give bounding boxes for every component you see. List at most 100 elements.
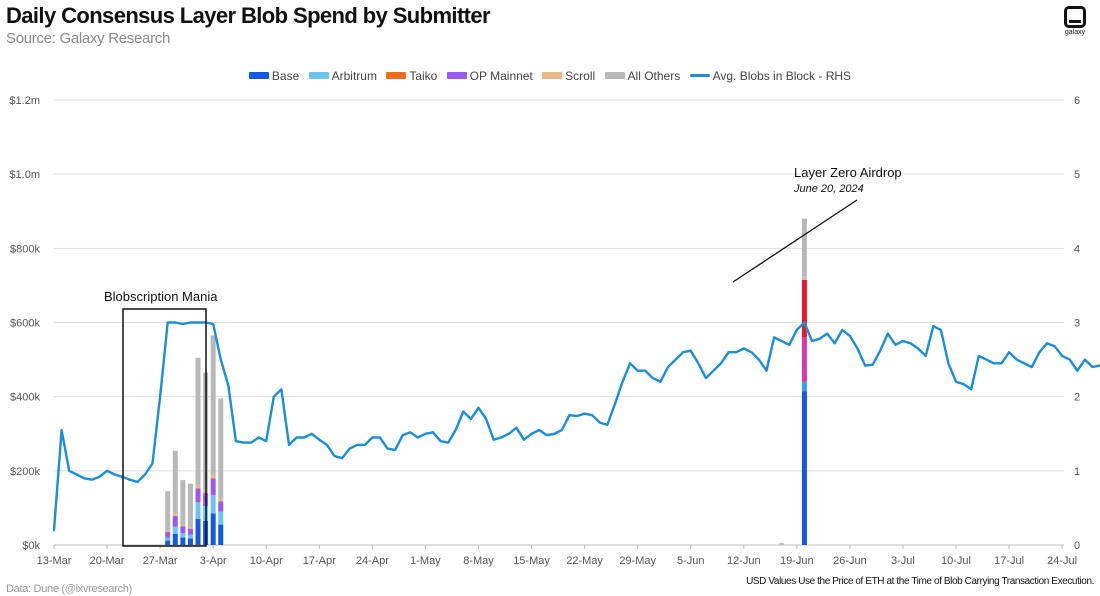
legend-label: Scroll [565, 69, 596, 83]
bar-segment [801, 276, 807, 280]
legend-label: OP Mainnet [469, 69, 533, 83]
legend-label: Base [271, 69, 300, 83]
x-tick-label: 13-Mar [37, 555, 72, 567]
x-tick-label: 10-Apr [250, 555, 283, 567]
x-tick-label: 27-Mar [143, 555, 178, 567]
bar-segment [195, 484, 201, 489]
x-tick-label: 8-May [463, 555, 494, 567]
y-left-tick-label: $0k [22, 540, 40, 552]
bar-segment [172, 450, 178, 514]
bar-segment [801, 218, 807, 277]
bar-segment [180, 480, 186, 525]
x-tick-label: 24-Jul [1047, 555, 1077, 567]
bar-segment [210, 513, 216, 545]
y-axis-right: 0 1 2 3 4 5 6 [1074, 95, 1080, 552]
legend-label: Taiko [409, 69, 438, 83]
x-tick-label: 29-May [619, 555, 656, 567]
legend-swatch [248, 72, 269, 79]
y-right-tick-label: 2 [1074, 392, 1080, 404]
galaxy-logo-text: galaxy [1064, 29, 1086, 36]
bar-segment [210, 478, 216, 495]
bar-segment [187, 534, 193, 539]
y-right-tick-label: 4 [1074, 243, 1080, 255]
y-left-tick-label: $800k [10, 243, 40, 255]
data-source-note: Data: Dune (@lxvresearch) [6, 583, 132, 595]
legend-item-scroll: Scroll [542, 69, 595, 83]
x-tick-label: 5-Jun [677, 555, 705, 567]
bar-segment [187, 538, 193, 545]
chart-title: Daily Consensus Layer Blob Spend by Subm… [6, 3, 491, 28]
galaxy-logo-icon [1064, 6, 1086, 28]
mania-box [122, 308, 207, 547]
legend-swatch [308, 72, 329, 79]
x-tick-label: 24-Apr [356, 555, 389, 567]
legend-swatch [604, 72, 625, 79]
x-tick-label: 17-Jul [994, 555, 1024, 567]
legend-item-all-others: All Others [604, 69, 681, 83]
bar-segment [180, 524, 186, 527]
bar-segment [195, 519, 201, 545]
bar-segment [195, 357, 201, 485]
bar-segment [210, 335, 216, 475]
chart-legend: Base Arbitrum Taiko OP Mainnet Scroll Al… [0, 69, 1100, 83]
bar-segment [210, 474, 216, 479]
y-right-tick-label: 5 [1074, 169, 1080, 181]
y-left-tick-label: $600k [10, 318, 40, 330]
bar-segment [801, 381, 807, 392]
mania-label: Blobscription Mania [104, 289, 218, 304]
y-right-tick-label: 1 [1074, 466, 1080, 478]
bar-segment [195, 488, 201, 503]
bar-segment [218, 498, 224, 502]
bar-segment [165, 532, 171, 538]
x-tick-label: 12-Jun [727, 555, 761, 567]
y-right-tick-label: 6 [1074, 95, 1080, 107]
y-left-tick-label: $400k [10, 392, 40, 404]
galaxy-logo: galaxy [1062, 6, 1088, 36]
x-tick-label: 26-Jun [833, 555, 867, 567]
legend-label: All Others [627, 69, 681, 83]
x-tick-label: 19-Jun [780, 555, 814, 567]
bar-segment [210, 494, 216, 514]
bar-segment [172, 533, 178, 545]
x-tick-label: 3-Apr [200, 555, 227, 567]
bar-segment [801, 391, 807, 545]
legend-item-op-mainnet: OP Mainnet [446, 69, 533, 83]
methodology-note: USD Values Use the Price of ETH at the T… [746, 576, 1094, 587]
bar-segment [180, 526, 186, 534]
y-left-tick-label: $1.0m [9, 169, 40, 181]
bar-segment [801, 279, 807, 338]
bars [165, 218, 807, 545]
line-series [52, 321, 1100, 532]
bar-segment [218, 511, 224, 525]
y-right-tick-label: 0 [1074, 540, 1080, 552]
x-tick-label: 3-Jul [891, 555, 915, 567]
y-left-tick-label: $1.2m [9, 95, 40, 107]
bar-segment [165, 540, 171, 545]
x-tick-label: 15-May [513, 555, 550, 567]
bar-segment [165, 491, 171, 531]
y-left-tick-label: $200k [10, 466, 40, 478]
x-tick-label: 17-Apr [303, 555, 336, 567]
bar-segment [180, 537, 186, 545]
bar-segment [779, 543, 785, 545]
x-axis: 13-Mar 20-Mar 27-Mar 3-Apr 10-Apr 17-Apr 24-Ap… [37, 545, 1077, 567]
y-right-tick-label: 3 [1074, 318, 1080, 330]
legend-label: Arbitrum [331, 69, 377, 83]
legend-swatch [689, 74, 710, 77]
x-tick-label: 1-May [410, 555, 441, 567]
legend-swatch [386, 72, 407, 79]
bar-segment [218, 501, 224, 512]
bar-segment [172, 516, 178, 527]
y-axis-left: $0k $200k $400k $600k $800k $1.0m $1.2m [9, 95, 40, 552]
bar-segment [195, 502, 201, 520]
bar-segment [165, 537, 171, 541]
airdrop-pointer [732, 199, 858, 283]
airdrop-title: Layer Zero Airdrop [794, 165, 902, 180]
x-tick-label: 10-Jul [941, 555, 971, 567]
legend-swatch [446, 72, 467, 79]
bar-segment [187, 528, 193, 535]
bar-segment [218, 524, 224, 545]
bar-segment [187, 483, 193, 528]
legend-label: Avg. Blobs in Block - RHS [712, 69, 852, 83]
